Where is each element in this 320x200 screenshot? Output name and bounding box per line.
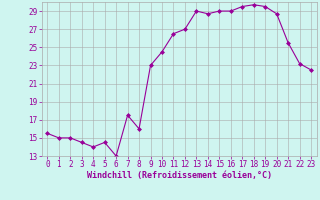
X-axis label: Windchill (Refroidissement éolien,°C): Windchill (Refroidissement éolien,°C)	[87, 171, 272, 180]
